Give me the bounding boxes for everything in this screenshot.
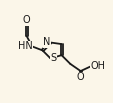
Text: O: O: [23, 15, 30, 25]
Text: N: N: [43, 37, 50, 47]
Text: HN: HN: [17, 42, 32, 52]
Text: O: O: [76, 72, 84, 82]
Text: OH: OH: [90, 61, 105, 71]
Text: S: S: [50, 53, 56, 63]
